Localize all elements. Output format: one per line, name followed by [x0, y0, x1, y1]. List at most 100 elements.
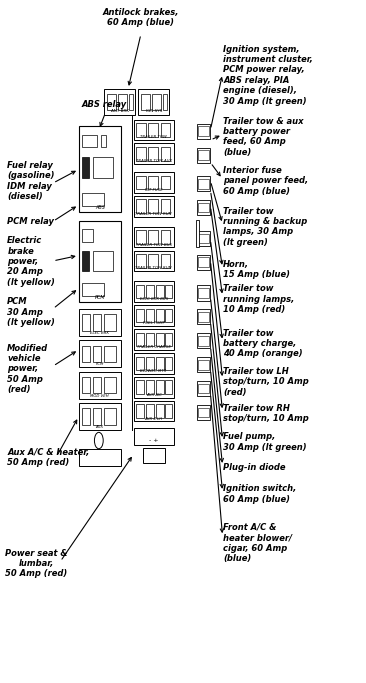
FancyBboxPatch shape — [148, 147, 158, 161]
Text: AUX: AUX — [96, 425, 104, 429]
FancyBboxPatch shape — [165, 285, 172, 298]
Text: TRAILER TOW AUX: TRAILER TOW AUX — [136, 159, 172, 163]
FancyBboxPatch shape — [138, 89, 169, 115]
FancyBboxPatch shape — [165, 357, 172, 370]
Text: PCM
30 Amp
(lt yellow): PCM 30 Amp (lt yellow) — [7, 297, 55, 327]
FancyBboxPatch shape — [134, 329, 174, 350]
FancyBboxPatch shape — [134, 353, 174, 374]
FancyBboxPatch shape — [136, 309, 144, 322]
Text: ELEC BRK: ELEC BRK — [90, 331, 109, 335]
FancyBboxPatch shape — [152, 94, 161, 110]
FancyBboxPatch shape — [198, 408, 209, 417]
Text: Fuel relay
(gasoline)
IDM relay
(diesel): Fuel relay (gasoline) IDM relay (diesel) — [7, 161, 55, 201]
FancyBboxPatch shape — [161, 230, 170, 244]
Text: BLOWER MTR: BLOWER MTR — [141, 369, 167, 373]
FancyBboxPatch shape — [93, 157, 113, 178]
FancyBboxPatch shape — [79, 340, 121, 367]
FancyBboxPatch shape — [197, 124, 210, 139]
FancyBboxPatch shape — [134, 377, 174, 398]
FancyBboxPatch shape — [104, 346, 116, 362]
FancyBboxPatch shape — [93, 346, 101, 362]
FancyBboxPatch shape — [107, 94, 116, 110]
FancyBboxPatch shape — [134, 401, 174, 421]
FancyBboxPatch shape — [104, 89, 135, 115]
FancyBboxPatch shape — [198, 360, 209, 370]
FancyBboxPatch shape — [161, 147, 170, 161]
FancyBboxPatch shape — [165, 404, 172, 418]
FancyBboxPatch shape — [79, 309, 121, 336]
FancyBboxPatch shape — [134, 251, 174, 271]
FancyBboxPatch shape — [136, 254, 146, 268]
Text: TRAILER TOW BUS: TRAILER TOW BUS — [136, 242, 172, 247]
FancyBboxPatch shape — [143, 448, 165, 463]
FancyBboxPatch shape — [198, 234, 209, 243]
Text: Interior fuse
panel power feed,
60 Amp (blue): Interior fuse panel power feed, 60 Amp (… — [223, 166, 309, 196]
FancyBboxPatch shape — [93, 408, 101, 425]
FancyBboxPatch shape — [136, 199, 146, 213]
FancyBboxPatch shape — [197, 176, 210, 191]
FancyBboxPatch shape — [146, 333, 154, 346]
FancyBboxPatch shape — [82, 283, 104, 296]
FancyBboxPatch shape — [148, 176, 158, 189]
FancyBboxPatch shape — [198, 203, 209, 212]
FancyBboxPatch shape — [198, 150, 209, 160]
Text: Antilock brakes,
60 Amp (blue): Antilock brakes, 60 Amp (blue) — [103, 8, 179, 27]
FancyBboxPatch shape — [156, 333, 164, 346]
FancyBboxPatch shape — [82, 251, 89, 271]
Text: MOD VEH: MOD VEH — [90, 393, 109, 398]
FancyBboxPatch shape — [198, 179, 209, 189]
FancyBboxPatch shape — [198, 336, 209, 346]
FancyBboxPatch shape — [134, 305, 174, 326]
FancyBboxPatch shape — [79, 126, 121, 212]
FancyBboxPatch shape — [197, 200, 210, 215]
FancyBboxPatch shape — [197, 405, 210, 420]
FancyBboxPatch shape — [79, 221, 121, 302]
FancyBboxPatch shape — [146, 380, 154, 394]
Text: ANT BRK: ANT BRK — [111, 109, 129, 113]
FancyBboxPatch shape — [136, 380, 144, 394]
Text: Trailer tow RH
stop/turn, 10 Amp: Trailer tow RH stop/turn, 10 Amp — [223, 404, 309, 423]
Text: Horn,
15 Amp (blue): Horn, 15 Amp (blue) — [223, 260, 290, 279]
FancyBboxPatch shape — [136, 285, 144, 298]
Text: AUX AIC: AUX AIC — [146, 393, 162, 397]
FancyBboxPatch shape — [93, 314, 101, 331]
FancyBboxPatch shape — [136, 333, 144, 346]
FancyBboxPatch shape — [134, 120, 174, 140]
Text: TRAILER CHARGE: TRAILER CHARGE — [137, 345, 171, 349]
Text: Fuel pump,
30 Amp (lt green): Fuel pump, 30 Amp (lt green) — [223, 432, 307, 451]
FancyBboxPatch shape — [146, 309, 154, 322]
FancyBboxPatch shape — [156, 309, 164, 322]
FancyBboxPatch shape — [148, 199, 158, 213]
FancyBboxPatch shape — [197, 333, 210, 348]
Text: PCM relay: PCM relay — [7, 217, 54, 226]
FancyBboxPatch shape — [93, 377, 101, 393]
Text: Trailer tow
battery charge,
40 Amp (orange): Trailer tow battery charge, 40 Amp (oran… — [223, 329, 303, 359]
Text: ABS: ABS — [95, 205, 105, 210]
FancyBboxPatch shape — [156, 285, 164, 298]
FancyBboxPatch shape — [82, 377, 90, 393]
Text: Ignition switch,
60 Amp (blue): Ignition switch, 60 Amp (blue) — [223, 484, 296, 503]
Text: Plug-in diode: Plug-in diode — [223, 463, 286, 473]
FancyBboxPatch shape — [198, 312, 209, 322]
FancyBboxPatch shape — [197, 309, 210, 324]
Text: Ignition system,
instrument cluster,
PCM power relay,
ABS relay, PIA
engine (die: Ignition system, instrument cluster, PCM… — [223, 44, 313, 106]
FancyBboxPatch shape — [136, 357, 144, 370]
FancyBboxPatch shape — [198, 384, 209, 393]
Text: PCM: PCM — [96, 362, 104, 366]
FancyBboxPatch shape — [197, 285, 210, 301]
FancyBboxPatch shape — [134, 172, 174, 193]
FancyBboxPatch shape — [79, 403, 121, 430]
FancyBboxPatch shape — [196, 220, 199, 247]
FancyBboxPatch shape — [118, 94, 127, 110]
Text: AUX 4 LH: AUX 4 LH — [145, 417, 163, 421]
FancyBboxPatch shape — [161, 176, 170, 189]
FancyBboxPatch shape — [136, 176, 146, 189]
FancyBboxPatch shape — [165, 380, 172, 394]
FancyBboxPatch shape — [82, 314, 90, 331]
FancyBboxPatch shape — [82, 193, 104, 206]
FancyBboxPatch shape — [148, 230, 158, 244]
FancyBboxPatch shape — [146, 404, 154, 418]
FancyBboxPatch shape — [163, 94, 167, 110]
FancyBboxPatch shape — [197, 255, 210, 270]
FancyBboxPatch shape — [136, 404, 144, 418]
